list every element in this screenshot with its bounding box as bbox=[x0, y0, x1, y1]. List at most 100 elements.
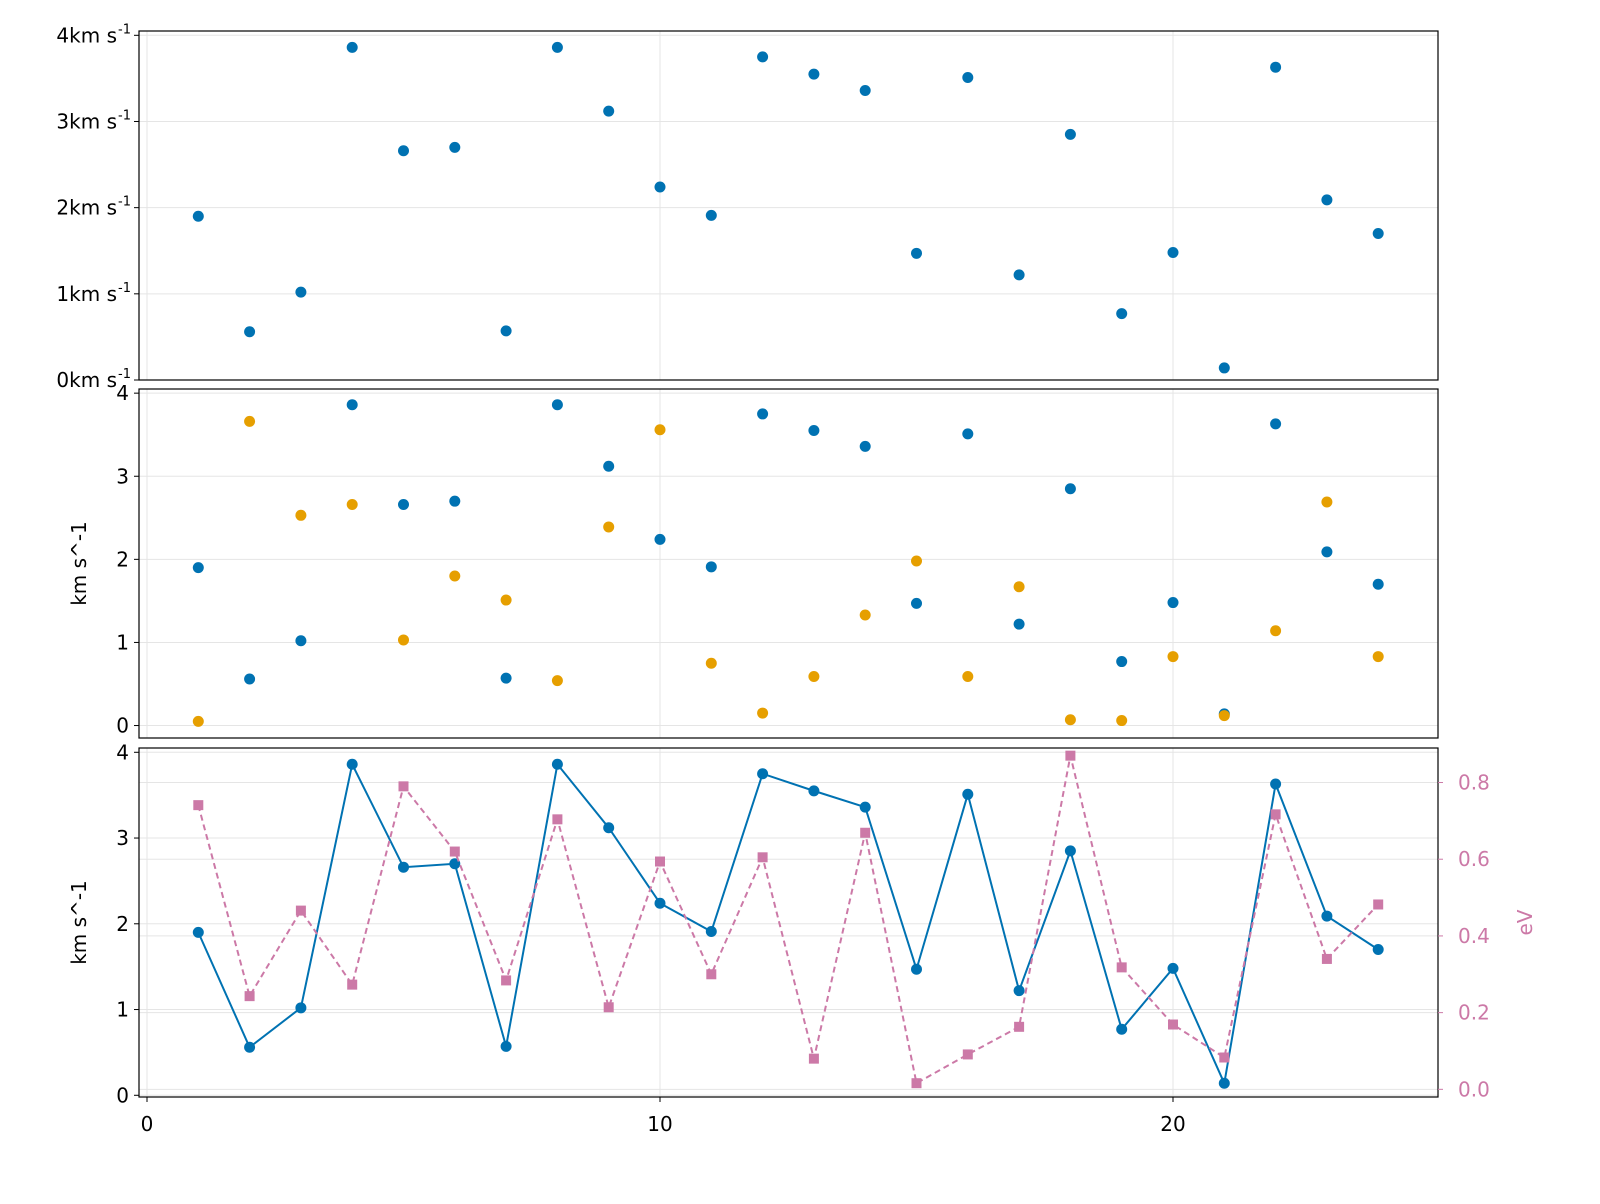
series1-point bbox=[705, 561, 717, 573]
series1-point bbox=[654, 181, 666, 193]
series1-point bbox=[1116, 656, 1128, 668]
series2-marker bbox=[1373, 899, 1384, 910]
series1-point bbox=[911, 963, 922, 975]
panel-middle: 0 1 2 3 4 km s^-1 bbox=[67, 381, 1439, 739]
series2-marker bbox=[193, 800, 204, 811]
series2-marker bbox=[706, 969, 717, 980]
y-tick-label: 4km s bbox=[56, 23, 117, 47]
plot-frame bbox=[138, 388, 1439, 739]
series2-point bbox=[1116, 715, 1128, 727]
series1-point bbox=[1116, 308, 1128, 320]
series2-marker bbox=[655, 856, 665, 867]
series1-point bbox=[705, 926, 717, 938]
series1-point bbox=[295, 286, 307, 298]
series1-point bbox=[808, 785, 820, 797]
series1-point bbox=[398, 499, 409, 511]
series2-point bbox=[1321, 496, 1333, 508]
series1-point bbox=[654, 897, 666, 909]
plot-frame bbox=[138, 30, 1439, 381]
y2-tick-label: 0.2 bbox=[1458, 1001, 1490, 1025]
series2-point bbox=[1218, 710, 1230, 722]
series2-point bbox=[705, 657, 717, 669]
series2-marker bbox=[808, 1053, 819, 1064]
series1-point bbox=[500, 672, 512, 684]
series2-marker bbox=[501, 975, 512, 986]
series2-point bbox=[1167, 651, 1179, 663]
series2-point bbox=[911, 555, 922, 567]
y-tick-label: 3 bbox=[116, 826, 129, 850]
y-tick-label-superscript: -1 bbox=[118, 108, 131, 123]
series2-marker bbox=[860, 827, 871, 838]
series2-point bbox=[398, 634, 409, 646]
series1-point bbox=[295, 1002, 307, 1014]
series1-point bbox=[911, 247, 922, 259]
series1-point bbox=[346, 758, 358, 770]
series2-point bbox=[1372, 651, 1384, 663]
series1-point bbox=[1064, 483, 1076, 495]
series1-point bbox=[962, 428, 974, 440]
series1-point bbox=[551, 758, 563, 770]
series1-point bbox=[1013, 618, 1025, 630]
series1-point bbox=[1013, 985, 1025, 997]
series2-point bbox=[962, 671, 974, 683]
x-tick-label: 20 bbox=[1160, 1112, 1185, 1136]
series2-marker bbox=[1219, 1052, 1230, 1063]
y-tick-label-superscript: -1 bbox=[118, 367, 131, 382]
series1-point bbox=[705, 209, 717, 221]
series1-point bbox=[603, 105, 615, 117]
series2-marker bbox=[1321, 953, 1332, 964]
series2-point bbox=[603, 521, 615, 533]
series2-marker bbox=[962, 1049, 973, 1060]
series1-point bbox=[1013, 269, 1025, 281]
series2-marker bbox=[449, 846, 460, 857]
series2-marker bbox=[1168, 1019, 1178, 1030]
series1-point bbox=[1116, 1023, 1128, 1035]
series1-point bbox=[551, 399, 563, 411]
y-axis-label: km s^-1 bbox=[67, 880, 91, 965]
series1-point bbox=[295, 635, 307, 647]
y-tick-label: 0 bbox=[116, 1083, 129, 1107]
series2-marker bbox=[603, 1002, 614, 1013]
y2-tick-label: 0.8 bbox=[1458, 771, 1490, 795]
series1-point bbox=[1321, 194, 1333, 206]
series1-point bbox=[603, 822, 615, 834]
series2-point bbox=[1270, 625, 1282, 637]
series1-point bbox=[244, 326, 256, 338]
series2-marker bbox=[1116, 962, 1127, 973]
series1-point bbox=[911, 597, 922, 609]
series1-point bbox=[1372, 228, 1384, 240]
series1-line bbox=[197, 761, 1379, 1087]
y-tick-label: 3km s bbox=[56, 109, 117, 133]
series1-point bbox=[1270, 418, 1282, 430]
series1-point bbox=[654, 533, 666, 545]
series1-point bbox=[192, 562, 204, 574]
y-tick-label: 1 bbox=[116, 630, 129, 654]
y-tick-label: 4 bbox=[116, 381, 129, 405]
series1-point bbox=[1270, 61, 1282, 73]
series2-point bbox=[757, 707, 769, 719]
series1-point bbox=[500, 1040, 512, 1052]
series1-point bbox=[1321, 910, 1333, 922]
series2-point bbox=[192, 715, 204, 727]
series1-point bbox=[1372, 578, 1384, 590]
series2-point bbox=[1013, 581, 1025, 593]
series1-point bbox=[859, 801, 871, 813]
y2-tick-label: 0.4 bbox=[1458, 924, 1490, 948]
series1-point bbox=[449, 141, 461, 153]
y2-tick-label: 0.0 bbox=[1458, 1077, 1490, 1101]
series1-point bbox=[757, 768, 769, 780]
y-tick-label: 4 bbox=[116, 740, 129, 764]
series2-line bbox=[197, 755, 1379, 1085]
series1-point bbox=[500, 325, 512, 337]
series1-point bbox=[1218, 362, 1230, 374]
series1-point bbox=[808, 425, 820, 437]
x-tick-label: 10 bbox=[647, 1112, 672, 1136]
series1-point bbox=[1064, 128, 1076, 140]
y-tick-label: 0 bbox=[116, 714, 129, 738]
series1-point bbox=[757, 51, 769, 63]
series1-point bbox=[859, 84, 871, 96]
series1-point bbox=[192, 926, 204, 938]
y2-axis-label: eV bbox=[1513, 909, 1537, 935]
